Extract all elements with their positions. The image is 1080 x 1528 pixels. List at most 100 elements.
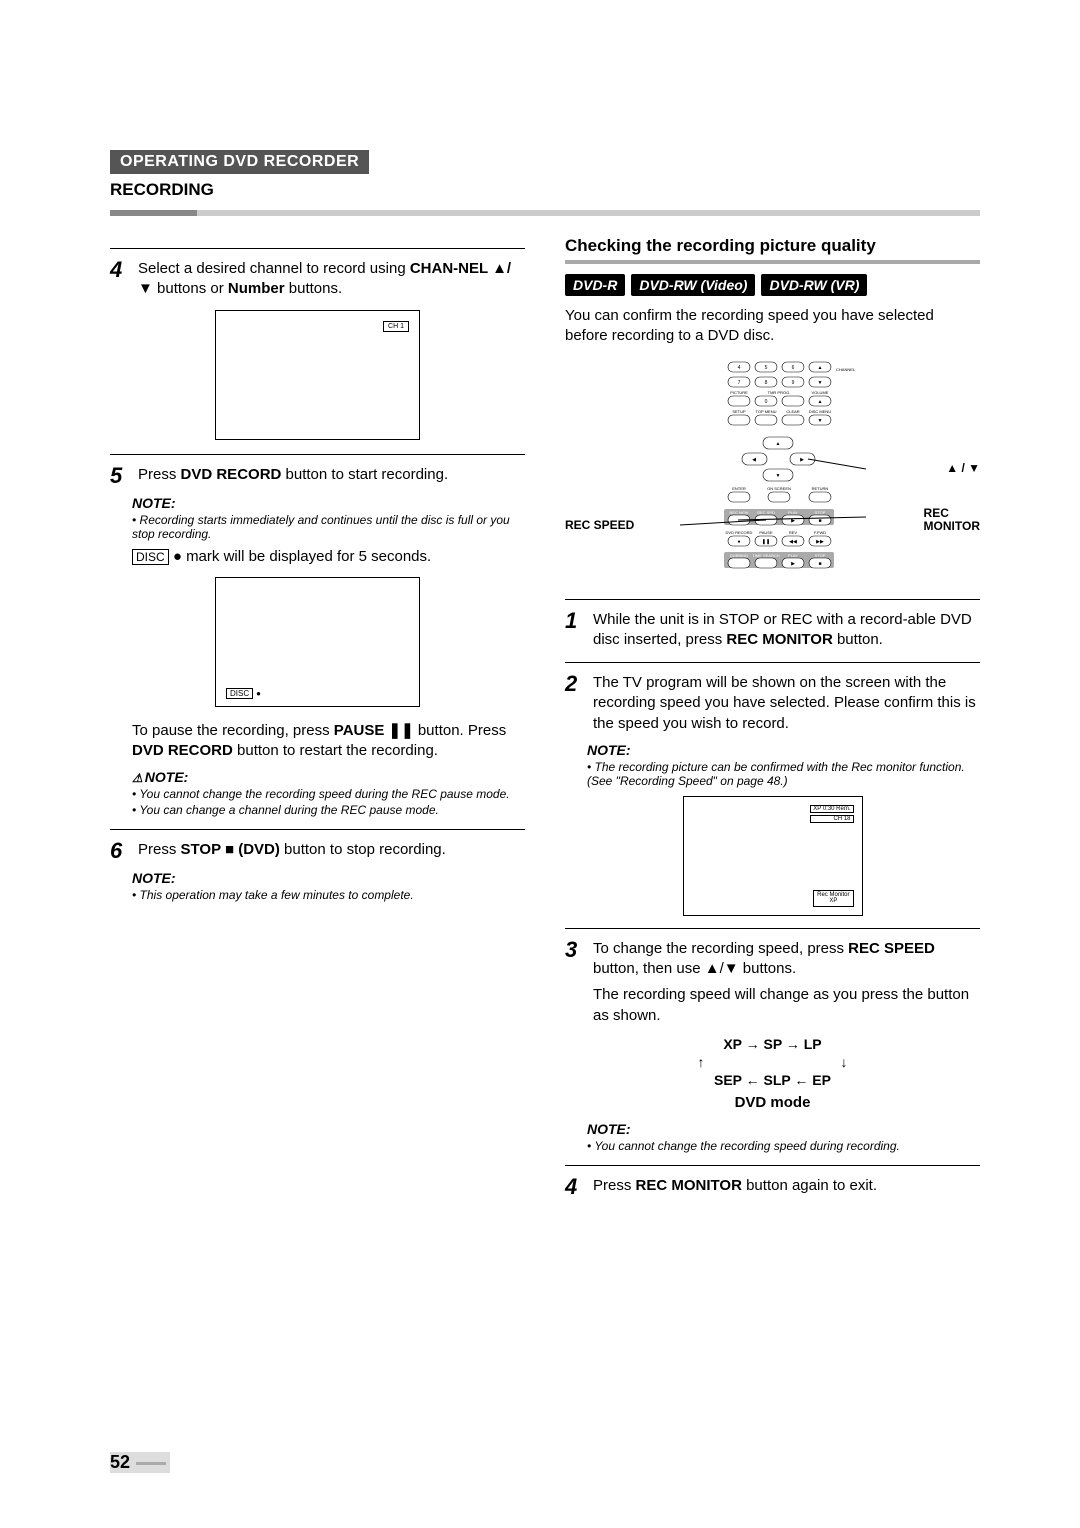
step-text: To change the recording speed, press REC… [593, 939, 980, 1026]
step-4: 4 Select a desired channel to record usi… [110, 259, 525, 300]
disc-badges: DVD-R DVD-RW (Video) DVD-RW (VR) [565, 274, 980, 296]
svg-text:STOP: STOP [814, 510, 825, 515]
page-number: 52 [110, 1452, 170, 1473]
svg-text:PLAY: PLAY [788, 553, 798, 558]
tv-screen-rec-monitor: XP 0:30 Rem. CH 18 Rec Monitor XP [683, 796, 863, 916]
svg-text:SETUP: SETUP [732, 409, 746, 414]
step-text: Press DVD RECORD button to start recordi… [138, 465, 448, 487]
note-label: NOTE: [132, 495, 525, 511]
note-label: NOTE: [587, 1121, 980, 1137]
title-underline-bar [110, 210, 980, 216]
subheading: Checking the recording picture quality [565, 236, 980, 264]
step-2: 2 The TV program will be shown on the sc… [565, 673, 980, 734]
note-list: • Recording starts immediately and conti… [132, 513, 525, 541]
svg-text:◀◀: ◀◀ [789, 539, 797, 545]
disc-line: DISC ● mark will be displayed for 5 seco… [132, 547, 525, 567]
tv-screen-channel: CH 1 [215, 310, 420, 440]
svg-text:▼: ▼ [817, 380, 822, 386]
svg-text:▶▶: ▶▶ [816, 539, 824, 545]
svg-text:▶: ▶ [800, 457, 804, 463]
svg-text:▶: ▶ [791, 561, 795, 567]
step-number: 4 [110, 259, 130, 300]
disc-indicator: DISC● [226, 689, 261, 698]
step-number: 3 [565, 939, 585, 1026]
channel-indicator: CH 1 [383, 321, 409, 332]
note-label: NOTE: [587, 742, 980, 758]
rec-info-line2: CH 18 [810, 815, 853, 823]
step-text: While the unit is in STOP or REC with a … [593, 610, 980, 651]
note-item: • You cannot change the recording speed … [132, 787, 525, 801]
svg-text:0: 0 [764, 399, 767, 405]
rec-info-line1: XP 0:30 Rem. [810, 805, 853, 813]
svg-text:PAUSE: PAUSE [759, 530, 773, 535]
svg-text:TIME SEARCH: TIME SEARCH [752, 553, 779, 558]
tv-screen-disc: DISC● [215, 577, 420, 707]
svg-text:◀: ◀ [752, 457, 756, 463]
svg-text:■: ■ [818, 561, 821, 567]
svg-text:PLAY: PLAY [788, 510, 798, 515]
step-4-right: 4 Press REC MONITOR button again to exit… [565, 1176, 980, 1198]
svg-text:9: 9 [791, 380, 794, 386]
note-list: • The recording picture can be confirmed… [587, 760, 980, 788]
svg-text:RETURN: RETURN [811, 486, 828, 491]
remote-diagram: 4 5 6 ▲ CHANNEL 7 8 9 ▼ PICTURE TMR PROG… [565, 357, 980, 587]
svg-text:TOP MENU: TOP MENU [755, 409, 776, 414]
svg-text:REV: REV [788, 530, 797, 535]
section-label: OPERATING DVD RECORDER [110, 150, 369, 174]
svg-text:8: 8 [764, 380, 767, 386]
svg-text:■: ■ [818, 518, 821, 524]
note-list: • You cannot change the recording speed … [587, 1139, 980, 1153]
svg-text:VOLUME: VOLUME [811, 390, 828, 395]
step-text: Press STOP ■ (DVD) button to stop record… [138, 840, 446, 862]
step-number: 4 [565, 1176, 585, 1198]
right-column: Checking the recording picture quality D… [565, 236, 980, 1206]
badge-dvd-r: DVD-R [565, 274, 625, 296]
svg-text:DVD RECORD: DVD RECORD [725, 530, 752, 535]
svg-text:4: 4 [737, 365, 740, 371]
pause-text: To pause the recording, press PAUSE ❚❚ b… [132, 721, 525, 762]
step-5: 5 Press DVD RECORD button to start recor… [110, 465, 525, 487]
section-header: OPERATING DVD RECORDER [110, 150, 980, 174]
badge-dvd-rw-vr: DVD-RW (VR) [761, 274, 867, 296]
note-label: ⚠NOTE: [132, 769, 525, 785]
svg-text:▼: ▼ [817, 418, 822, 424]
badge-dvd-rw-video: DVD-RW (Video) [631, 274, 755, 296]
svg-text:▲: ▲ [817, 365, 822, 371]
svg-text:▼: ▼ [775, 473, 780, 479]
note-item: • This operation may take a few minutes … [132, 888, 525, 902]
svg-text:DUBBING: DUBBING [729, 553, 747, 558]
callout-updown: ▲ / ▼ [946, 462, 980, 475]
note-item: • Recording starts immediately and conti… [132, 513, 525, 541]
svg-text:6: 6 [791, 365, 794, 371]
warning-icon: ⚠ [132, 771, 143, 785]
step-3: 3 To change the recording speed, press R… [565, 939, 980, 1026]
svg-text:F.FWD: F.FWD [813, 530, 825, 535]
section-title: RECORDING [110, 180, 980, 200]
note-list: • You cannot change the recording speed … [132, 787, 525, 817]
step-1: 1 While the unit is in STOP or REC with … [565, 610, 980, 651]
callout-rec-monitor: RECMONITOR [924, 507, 980, 533]
note-item: • The recording picture can be confirmed… [587, 760, 980, 788]
dvd-mode-label: DVD mode [565, 1094, 980, 1111]
step-6: 6 Press STOP ■ (DVD) button to stop reco… [110, 840, 525, 862]
svg-text:▲: ▲ [775, 441, 780, 447]
step-number: 6 [110, 840, 130, 862]
svg-text:ENTER: ENTER [732, 486, 746, 491]
svg-text:TMR PROG.: TMR PROG. [767, 390, 790, 395]
svg-text:STOP: STOP [814, 553, 825, 558]
svg-text:CHANNEL: CHANNEL [836, 367, 856, 372]
remote-svg: 4 5 6 ▲ CHANNEL 7 8 9 ▼ PICTURE TMR PROG… [678, 357, 868, 587]
svg-text:ON SCREEN: ON SCREEN [767, 486, 791, 491]
step-text: Select a desired channel to record using… [138, 259, 525, 300]
svg-text:❚❚: ❚❚ [761, 539, 769, 545]
step-text: The TV program will be shown on the scre… [593, 673, 980, 734]
step-number: 2 [565, 673, 585, 734]
svg-text:5: 5 [764, 365, 767, 371]
speed-cycle-diagram: XP → SP → LP ↑↓ SEP ← SLP ← EP DVD mode [565, 1036, 980, 1111]
step-number: 1 [565, 610, 585, 651]
svg-text:PICTURE: PICTURE [730, 390, 748, 395]
note-item: • You can change a channel during the RE… [132, 803, 525, 817]
intro-text: You can confirm the recording speed you … [565, 306, 980, 347]
svg-text:●: ● [737, 539, 740, 545]
svg-text:REC SPD: REC SPD [757, 510, 775, 515]
